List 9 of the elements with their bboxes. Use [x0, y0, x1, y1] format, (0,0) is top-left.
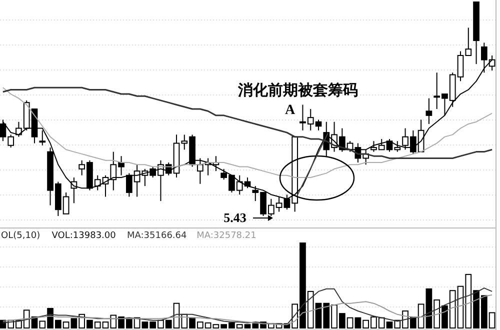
- annotation: 消化前期被套筹码: [237, 82, 358, 99]
- annotation: 5.43: [224, 210, 247, 225]
- text: MA:32578.21: [196, 231, 256, 241]
- candlestick: [39, 130, 46, 146]
- annotation: A: [284, 103, 296, 118]
- text: VOL:13983.00: [52, 231, 116, 241]
- candlestick: [426, 98, 432, 124]
- legend-title: OL(5,10): [1, 231, 40, 241]
- text: MA:35166.64: [127, 231, 188, 241]
